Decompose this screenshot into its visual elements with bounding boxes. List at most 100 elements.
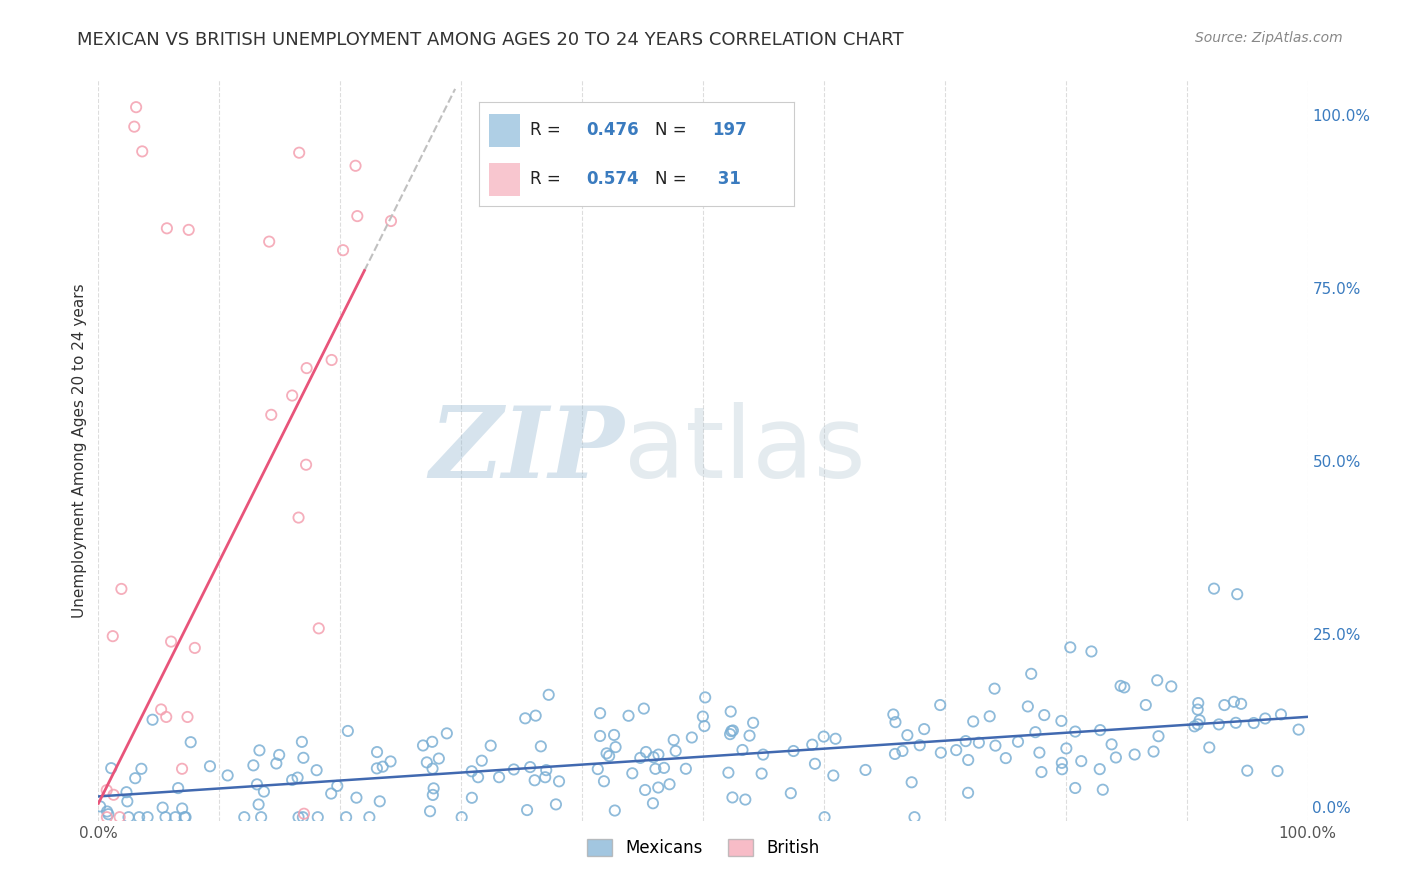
Mexicans: [1070, 754, 1092, 768]
Mexicans: [544, 797, 567, 812]
Mexicans: [634, 745, 657, 759]
Mexicans: [979, 709, 1001, 723]
Mexicans: [734, 792, 756, 806]
Mexicans: [1188, 714, 1211, 728]
Mexicans: [1184, 719, 1206, 733]
Mexicans: [984, 739, 1007, 753]
Mexicans: [1024, 725, 1046, 739]
Mexicans: [249, 743, 271, 757]
Mexicans: [621, 766, 644, 780]
Mexicans: [813, 810, 835, 824]
British: [110, 582, 132, 596]
Mexicans: [131, 762, 153, 776]
Mexicans: [721, 723, 744, 738]
Mexicans: [115, 785, 138, 799]
Mexicans: [305, 763, 328, 777]
Mexicans: [519, 760, 541, 774]
Mexicans: [419, 804, 441, 818]
Mexicans: [524, 708, 547, 723]
British: [260, 408, 283, 422]
Mexicans: [1135, 698, 1157, 712]
Mexicans: [141, 713, 163, 727]
Mexicans: [1270, 707, 1292, 722]
Mexicans: [782, 744, 804, 758]
British: [321, 353, 343, 368]
Mexicans: [117, 794, 139, 808]
Mexicans: [617, 708, 640, 723]
Mexicans: [1088, 723, 1111, 738]
Mexicans: [644, 762, 666, 776]
Mexicans: [173, 810, 195, 824]
Mexicans: [945, 743, 967, 757]
Mexicans: [643, 750, 665, 764]
Mexicans: [641, 797, 664, 811]
Mexicans: [593, 774, 616, 789]
Mexicans: [1213, 698, 1236, 712]
Mexicans: [900, 775, 922, 789]
Mexicans: [516, 803, 538, 817]
Mexicans: [801, 738, 824, 752]
Mexicans: [628, 751, 651, 765]
Mexicans: [100, 761, 122, 775]
Mexicans: [967, 736, 990, 750]
Mexicans: [1123, 747, 1146, 762]
Mexicans: [548, 774, 571, 789]
Mexicans: [515, 711, 537, 725]
Mexicans: [692, 709, 714, 723]
Mexicans: [89, 799, 111, 814]
Mexicans: [718, 727, 741, 741]
Mexicans: [124, 771, 146, 785]
Mexicans: [359, 810, 381, 824]
Mexicans: [908, 738, 931, 752]
Mexicans: [779, 786, 801, 800]
Mexicans: [1054, 741, 1077, 756]
Mexicans: [1064, 780, 1087, 795]
Mexicans: [681, 731, 703, 745]
Mexicans: [1225, 715, 1247, 730]
Mexicans: [1226, 587, 1249, 601]
Mexicans: [1028, 746, 1050, 760]
Mexicans: [416, 756, 439, 770]
Mexicans: [823, 768, 845, 782]
Mexicans: [1007, 735, 1029, 749]
Mexicans: [929, 746, 952, 760]
British: [160, 634, 183, 648]
Mexicans: [1160, 680, 1182, 694]
Text: ZIP: ZIP: [429, 402, 624, 499]
Legend: Mexicans, British: Mexicans, British: [581, 832, 825, 864]
Mexicans: [1050, 762, 1073, 776]
British: [124, 120, 146, 134]
Mexicans: [884, 715, 907, 730]
Mexicans: [247, 797, 270, 812]
Mexicans: [436, 726, 458, 740]
Mexicans: [752, 747, 775, 762]
Mexicans: [957, 786, 980, 800]
British: [257, 235, 280, 249]
Mexicans: [1091, 782, 1114, 797]
Mexicans: [180, 735, 202, 749]
Mexicans: [1187, 717, 1209, 731]
Mexicans: [326, 779, 349, 793]
Mexicans: [471, 754, 494, 768]
Mexicans: [962, 714, 984, 729]
Mexicans: [1223, 695, 1246, 709]
Mexicans: [751, 766, 773, 780]
British: [156, 221, 179, 235]
Mexicans: [1105, 750, 1128, 764]
Mexicans: [488, 770, 510, 784]
Mexicans: [633, 701, 655, 715]
Mexicans: [427, 751, 450, 765]
British: [176, 710, 198, 724]
British: [170, 762, 193, 776]
British: [177, 223, 200, 237]
Mexicans: [281, 772, 304, 787]
Mexicans: [675, 762, 697, 776]
Mexicans: [658, 777, 681, 791]
British: [346, 209, 368, 223]
Mexicans: [647, 780, 669, 795]
Mexicans: [994, 751, 1017, 765]
Mexicans: [1202, 582, 1225, 596]
British: [131, 145, 153, 159]
Mexicans: [1142, 745, 1164, 759]
British: [281, 388, 304, 402]
